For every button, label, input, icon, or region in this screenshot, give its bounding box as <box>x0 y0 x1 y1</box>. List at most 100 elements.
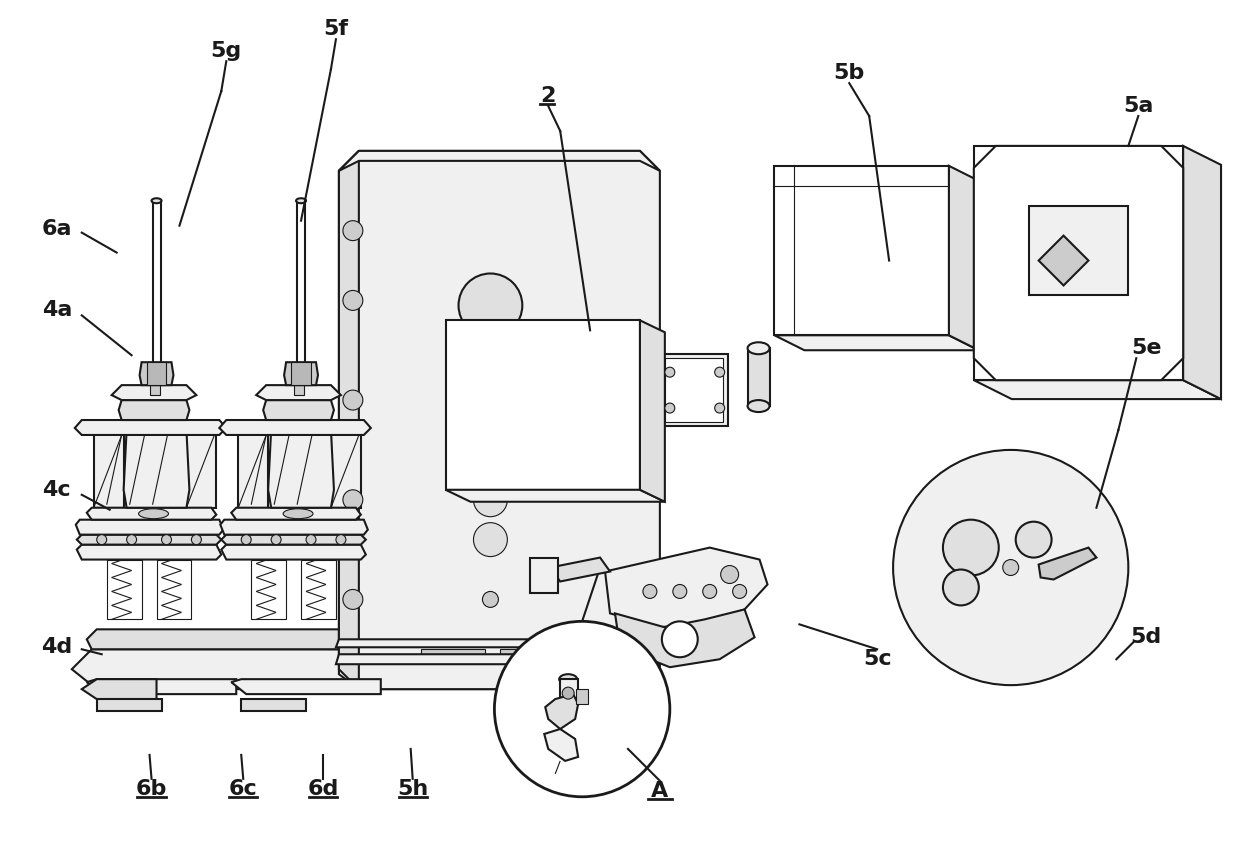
Polygon shape <box>263 400 334 420</box>
Circle shape <box>459 274 522 337</box>
Circle shape <box>343 291 363 310</box>
Text: 5g: 5g <box>211 42 242 61</box>
Polygon shape <box>1183 146 1221 400</box>
Circle shape <box>482 592 498 608</box>
Circle shape <box>97 535 107 545</box>
Text: 5b: 5b <box>833 63 864 83</box>
Polygon shape <box>973 380 1221 399</box>
Polygon shape <box>221 519 368 535</box>
Polygon shape <box>339 151 358 689</box>
Bar <box>748 348 770 406</box>
Circle shape <box>714 367 724 377</box>
Bar <box>301 559 336 620</box>
Bar <box>1029 206 1128 296</box>
Bar <box>252 559 286 620</box>
Bar <box>665 358 723 422</box>
Polygon shape <box>973 146 1183 380</box>
Bar <box>531 558 558 593</box>
Text: 5h: 5h <box>397 779 428 799</box>
Circle shape <box>703 585 717 598</box>
Ellipse shape <box>559 696 577 706</box>
Polygon shape <box>445 320 640 490</box>
Circle shape <box>474 483 507 517</box>
Circle shape <box>474 403 507 437</box>
Text: 5c: 5c <box>863 649 892 669</box>
Bar <box>501 649 565 660</box>
Polygon shape <box>124 430 190 507</box>
Polygon shape <box>112 385 196 400</box>
Polygon shape <box>949 166 978 350</box>
Bar <box>146 362 166 385</box>
Text: 6c: 6c <box>229 779 258 799</box>
Polygon shape <box>221 535 366 545</box>
Polygon shape <box>94 430 124 507</box>
Polygon shape <box>140 362 174 385</box>
Text: A: A <box>651 781 668 801</box>
Ellipse shape <box>296 198 306 203</box>
Text: 6a: 6a <box>42 218 72 239</box>
Polygon shape <box>775 335 978 350</box>
Circle shape <box>665 367 675 377</box>
Circle shape <box>942 519 998 575</box>
Bar <box>242 699 306 711</box>
Circle shape <box>126 535 136 545</box>
Polygon shape <box>640 320 665 502</box>
Polygon shape <box>551 558 610 581</box>
Polygon shape <box>77 545 221 559</box>
Circle shape <box>720 565 739 583</box>
Ellipse shape <box>151 198 161 203</box>
Polygon shape <box>284 362 317 385</box>
Polygon shape <box>336 639 660 647</box>
Polygon shape <box>339 151 660 689</box>
Polygon shape <box>119 400 190 420</box>
Polygon shape <box>82 679 156 699</box>
Text: 5a: 5a <box>1123 96 1153 116</box>
Bar <box>150 385 160 395</box>
Circle shape <box>343 490 363 510</box>
Circle shape <box>714 403 724 413</box>
Circle shape <box>665 403 675 413</box>
Circle shape <box>733 585 746 598</box>
Polygon shape <box>76 519 223 535</box>
Polygon shape <box>445 490 665 502</box>
Circle shape <box>474 363 507 397</box>
Bar <box>660 354 728 426</box>
Circle shape <box>161 535 171 545</box>
Circle shape <box>343 221 363 241</box>
Polygon shape <box>186 430 216 507</box>
Circle shape <box>942 570 978 605</box>
Circle shape <box>562 687 574 699</box>
Polygon shape <box>77 535 221 545</box>
Polygon shape <box>72 649 660 689</box>
Polygon shape <box>605 547 768 627</box>
Polygon shape <box>1039 547 1096 580</box>
Circle shape <box>306 535 316 545</box>
Polygon shape <box>232 507 361 519</box>
Polygon shape <box>544 729 578 761</box>
Polygon shape <box>1039 235 1089 286</box>
Bar <box>577 689 588 704</box>
Polygon shape <box>232 679 381 694</box>
Circle shape <box>642 585 657 598</box>
Circle shape <box>343 589 363 609</box>
Ellipse shape <box>283 509 312 518</box>
Polygon shape <box>336 654 660 664</box>
Circle shape <box>673 585 687 598</box>
Polygon shape <box>973 146 1183 380</box>
Ellipse shape <box>748 400 770 412</box>
Bar <box>420 649 485 660</box>
Bar <box>107 559 141 620</box>
Circle shape <box>893 450 1128 685</box>
Bar <box>153 201 160 385</box>
Text: 5e: 5e <box>1131 338 1162 358</box>
Polygon shape <box>87 507 216 519</box>
Circle shape <box>474 443 507 477</box>
Text: 4c: 4c <box>42 479 71 500</box>
Ellipse shape <box>139 509 169 518</box>
Ellipse shape <box>748 343 770 354</box>
Polygon shape <box>775 166 949 335</box>
Text: 5d: 5d <box>1131 627 1162 648</box>
Circle shape <box>474 523 507 557</box>
Text: 4a: 4a <box>42 300 72 320</box>
Circle shape <box>343 390 363 410</box>
